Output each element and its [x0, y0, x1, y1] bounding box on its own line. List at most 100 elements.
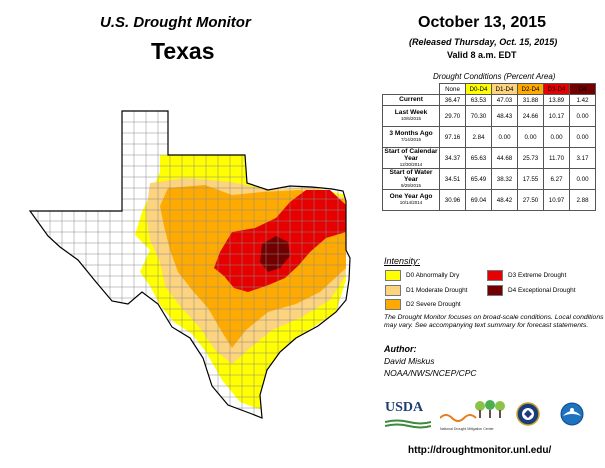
usda-logo: USDA [384, 400, 432, 434]
col-header-d2-d4: D2-D4 [517, 83, 544, 95]
usda-field-icon [384, 419, 432, 429]
col-header-d3-d4: D3-D4 [543, 83, 570, 95]
row-label-text: Last Week [394, 109, 428, 117]
ndmc-trees-icon [439, 400, 505, 422]
table-cell: 6.27 [543, 168, 570, 190]
county-lines [30, 111, 350, 418]
monitor-url[interactable]: http://droughtmonitor.unl.edu/ [408, 445, 552, 456]
table-cell: 48.43 [491, 105, 518, 127]
table-cell: 24.66 [517, 105, 544, 127]
row-date: 9/29/2015 [400, 182, 422, 188]
row-label-text: 3 Months Ago [389, 130, 433, 138]
table-cell: 3.17 [569, 147, 596, 169]
row-label-text: Start of Water Year [389, 168, 433, 183]
table-cell: 2.88 [569, 189, 596, 211]
table-cell: 0.00 [569, 168, 596, 190]
legend-swatch-d2 [385, 299, 401, 310]
table-cell: 34.37 [439, 147, 466, 169]
legend-swatch-d0 [385, 270, 401, 281]
table-cell: 17.55 [517, 168, 544, 190]
legend-label-d4: D4 Exceptional Drought [508, 287, 576, 294]
table-header-row: None D0-D4 D1-D4 D2-D4 D3-D4 D4 [383, 83, 596, 95]
table-cell: 13.89 [543, 94, 570, 106]
table-cell: 70.30 [465, 105, 492, 127]
table-cell: 0.00 [517, 126, 544, 148]
legend-item-d2: D2 Severe Drought [385, 299, 461, 310]
row-date: 12/30/2014 [399, 161, 423, 167]
row-label-text: One Year Ago [389, 193, 433, 201]
legend-title: Intensity: [384, 256, 421, 266]
table-cell: 31.88 [517, 94, 544, 106]
table-cell: 34.51 [439, 168, 466, 190]
ndmc-logo: National Drought Mitigation Center [439, 398, 512, 431]
table-cell: 65.63 [465, 147, 492, 169]
release-date: (Released Thursday, Oct. 15, 2015) [409, 37, 558, 47]
legend-label-d0: D0 Abnormally Dry [406, 272, 460, 279]
doc-seal-icon [516, 402, 540, 426]
legend-label-d1: D1 Moderate Drought [406, 287, 468, 294]
table-cell: 29.70 [439, 105, 466, 127]
legend-item-d4: D4 Exceptional Drought [487, 285, 576, 296]
legend-swatch-d3 [487, 270, 503, 281]
author-heading: Author: [384, 344, 417, 354]
usda-logo-text: USDA [385, 400, 424, 415]
table-cell: 0.00 [543, 126, 570, 148]
table-cell: 25.73 [517, 147, 544, 169]
table-cell: 48.42 [491, 189, 518, 211]
author-org: NOAA/NWS/NCEP/CPC [384, 368, 477, 378]
table-cell: 69.04 [465, 189, 492, 211]
legend-swatch-d4 [487, 285, 503, 296]
table-cell: 65.49 [465, 168, 492, 190]
col-header-none: None [439, 83, 466, 95]
table-cell: 27.50 [517, 189, 544, 211]
row-label-text: Current [399, 95, 423, 103]
disclaimer-note: The Drought Monitor focuses on broad-sca… [384, 314, 604, 330]
col-header-d0-d4: D0-D4 [465, 83, 492, 95]
state-title: Texas [151, 38, 215, 64]
table-row: One Year Ago 10/14/2014 30.96 69.04 48.42 27.… [382, 189, 596, 211]
table-cell: 10.97 [543, 189, 570, 211]
table-cell: 47.03 [491, 94, 518, 106]
table-cell: 44.68 [491, 147, 518, 169]
table-cell: 63.53 [465, 94, 492, 106]
table-cell: 38.32 [491, 168, 518, 190]
row-label: Current [382, 94, 440, 106]
col-header-d1-d4: D1-D4 [491, 83, 518, 95]
map-date: October 13, 2015 [418, 14, 547, 31]
row-label: One Year Ago 10/14/2014 [382, 189, 440, 211]
state-outline [28, 110, 351, 419]
table-row: Current 36.47 63.53 47.03 31.88 13.89 1.42 [382, 94, 596, 106]
table-row: Last Week 10/6/2015 29.70 70.30 48.43 24.66 10… [382, 105, 596, 127]
row-date: 10/14/2014 [399, 200, 423, 206]
row-label-text: Start of Calendar Year [384, 147, 438, 162]
table-cell: 2.84 [465, 126, 492, 148]
row-label: Start of Calendar Year 12/30/2014 [382, 147, 440, 169]
table-cell: 97.16 [439, 126, 466, 148]
legend-label-d3: D3 Extreme Drought [508, 272, 567, 279]
table-caption: Drought Conditions (Percent Area) [433, 72, 556, 81]
texas-drought-map [28, 110, 351, 419]
table-row: Start of Water Year 9/29/2015 34.51 65.49 38… [382, 168, 596, 190]
table-cell: 30.96 [439, 189, 466, 211]
legend-item-d0: D0 Abnormally Dry [385, 270, 459, 281]
table-cell: 11.70 [543, 147, 570, 169]
table-row: 3 Months Ago 7/14/2015 97.16 2.84 0.00 0.00 0.… [382, 126, 596, 148]
col-header-d4: D4 [569, 83, 596, 95]
legend-item-d1: D1 Moderate Drought [385, 285, 467, 296]
table-cell: 0.00 [569, 126, 596, 148]
legend-label-d2: D2 Severe Drought [406, 301, 461, 308]
valid-time: Valid 8 a.m. EDT [447, 50, 517, 60]
drought-conditions-table: None D0-D4 D1-D4 D2-D4 D3-D4 D4 Current 3… [382, 83, 596, 211]
table-cell: 0.00 [569, 105, 596, 127]
table-row: Start of Calendar Year 12/30/2014 34.37 65.… [382, 147, 596, 169]
row-date: 7/14/2015 [400, 137, 422, 143]
legend-swatch-d1 [385, 285, 401, 296]
table-cell: 36.47 [439, 94, 466, 106]
table-cell: 0.00 [491, 126, 518, 148]
table-cell: 10.17 [543, 105, 570, 127]
row-date: 10/6/2015 [400, 116, 422, 122]
monitor-title: U.S. Drought Monitor [100, 14, 251, 31]
row-label: 3 Months Ago 7/14/2015 [382, 126, 440, 148]
author-name: David Miskus [384, 356, 435, 366]
noaa-logo-icon [560, 402, 584, 426]
